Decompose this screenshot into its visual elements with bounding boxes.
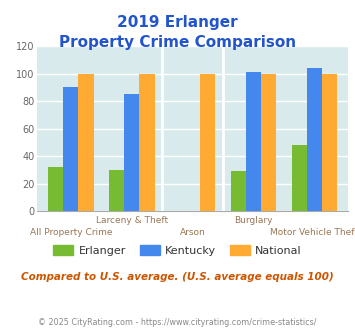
Text: © 2025 CityRating.com - https://www.cityrating.com/crime-statistics/: © 2025 CityRating.com - https://www.city… [38,318,317,327]
Text: Burglary: Burglary [234,216,273,225]
Bar [109,170,124,211]
Text: Arson: Arson [180,228,206,237]
Bar [139,74,154,211]
Bar [291,145,307,211]
Text: Property Crime Comparison: Property Crime Comparison [59,35,296,50]
Legend: Erlanger, Kentucky, National: Erlanger, Kentucky, National [49,241,306,261]
Bar [261,74,276,211]
Text: All Property Crime: All Property Crime [29,228,112,237]
Text: Motor Vehicle Theft: Motor Vehicle Theft [271,228,355,237]
Bar [231,171,246,211]
Bar [63,87,78,211]
Bar [246,72,261,211]
Text: Compared to U.S. average. (U.S. average equals 100): Compared to U.S. average. (U.S. average … [21,272,334,282]
Bar [322,74,337,211]
Text: Larceny & Theft: Larceny & Theft [95,216,168,225]
Bar [78,74,94,211]
Bar [307,68,322,211]
Bar [48,167,63,211]
Text: 2019 Erlanger: 2019 Erlanger [117,15,238,30]
Bar [124,94,139,211]
Bar [200,74,215,211]
